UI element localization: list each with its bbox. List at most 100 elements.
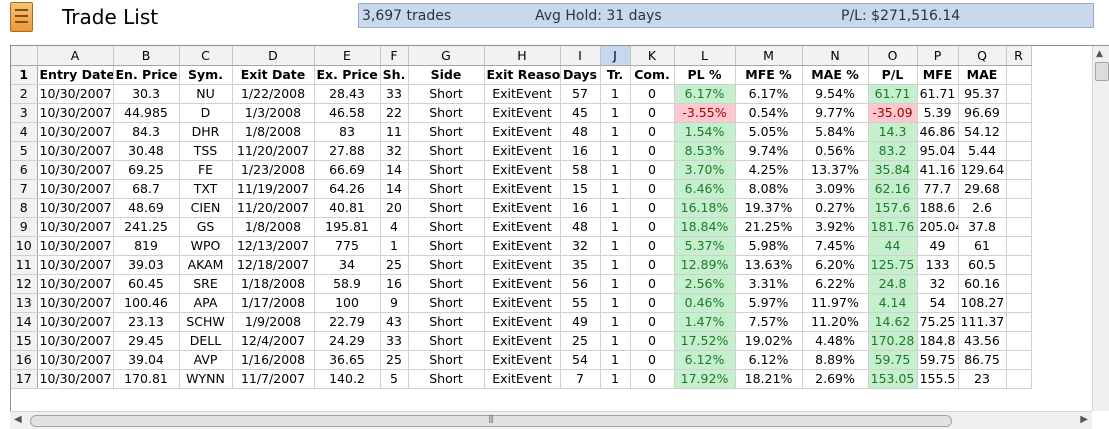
- table-cell[interactable]: SCHW: [179, 312, 233, 332]
- table-cell[interactable]: 10/30/2007: [37, 103, 114, 123]
- column-label[interactable]: P/L: [868, 65, 918, 85]
- table-row[interactable]: 6 10/30/2007 69.25 FE 1/23/2008 66.69 14 Short E…: [11, 160, 1032, 180]
- table-cell[interactable]: 49: [917, 236, 959, 256]
- table-cell[interactable]: 819: [113, 236, 180, 256]
- horizontal-scroll-thumb[interactable]: [30, 415, 952, 427]
- column-header-f[interactable]: F: [380, 46, 409, 66]
- table-row[interactable]: 9 10/30/2007 241.25 GS 1/8/2008 195.81 4 Short E…: [11, 217, 1032, 237]
- table-cell[interactable]: 1: [600, 369, 631, 389]
- table-cell[interactable]: 54: [560, 350, 601, 370]
- table-row[interactable]: 2 10/30/2007 30.3 NU 1/22/2008 28.43 33 Short Ex…: [11, 84, 1032, 104]
- column-label[interactable]: Com.: [630, 65, 675, 85]
- table-cell[interactable]: FE: [179, 160, 233, 180]
- table-cell[interactable]: 95.37: [958, 84, 1007, 104]
- table-cell[interactable]: 10/30/2007: [37, 179, 114, 199]
- table-cell[interactable]: 3.09%: [802, 179, 869, 199]
- table-row[interactable]: 14 10/30/2007 23.13 SCHW 1/9/2008 22.79 43 Shor…: [11, 312, 1032, 332]
- table-cell[interactable]: 181.76: [868, 217, 918, 237]
- table-cell[interactable]: 1: [600, 236, 631, 256]
- table-cell[interactable]: 1/22/2008: [232, 84, 315, 104]
- table-cell[interactable]: 46.86: [917, 122, 959, 142]
- table-cell[interactable]: 86.75: [958, 350, 1007, 370]
- table-cell[interactable]: 12.89%: [674, 255, 736, 275]
- column-header-i[interactable]: I: [560, 46, 601, 66]
- table-cell[interactable]: ExitEvent: [484, 312, 561, 332]
- table-cell[interactable]: 1: [600, 122, 631, 142]
- table-cell[interactable]: 0: [630, 217, 675, 237]
- table-cell[interactable]: ExitEvent: [484, 274, 561, 294]
- table-cell[interactable]: 22: [380, 103, 409, 123]
- table-cell[interactable]: DHR: [179, 122, 233, 142]
- row-number[interactable]: 7: [11, 179, 38, 199]
- table-cell[interactable]: 1/23/2008: [232, 160, 315, 180]
- table-cell[interactable]: D: [179, 103, 233, 123]
- table-cell[interactable]: 21.25%: [735, 217, 803, 237]
- column-label[interactable]: MAE %: [802, 65, 869, 85]
- table-cell[interactable]: 59.75: [917, 350, 959, 370]
- table-cell[interactable]: Short: [408, 274, 485, 294]
- column-label[interactable]: En. Price: [113, 65, 180, 85]
- table-cell[interactable]: 33: [380, 84, 409, 104]
- table-cell[interactable]: 10/30/2007: [37, 198, 114, 218]
- table-cell[interactable]: 18.21%: [735, 369, 803, 389]
- table-cell[interactable]: 5.98%: [735, 236, 803, 256]
- column-label[interactable]: Tr.: [600, 65, 631, 85]
- table-cell[interactable]: 10/30/2007: [37, 217, 114, 237]
- table-cell[interactable]: Short: [408, 179, 485, 199]
- table-cell[interactable]: 40.81: [314, 198, 381, 218]
- table-cell[interactable]: 5.44: [958, 141, 1007, 161]
- table-cell[interactable]: 60.16: [958, 274, 1007, 294]
- row-number[interactable]: 4: [11, 122, 38, 142]
- table-cell[interactable]: 0: [630, 179, 675, 199]
- table-cell[interactable]: Short: [408, 236, 485, 256]
- table-cell[interactable]: 100: [314, 293, 381, 313]
- table-cell[interactable]: GS: [179, 217, 233, 237]
- row-number[interactable]: 11: [11, 255, 38, 275]
- table-cell[interactable]: 14.62: [868, 312, 918, 332]
- table-cell[interactable]: 48: [560, 122, 601, 142]
- row-number[interactable]: 1: [11, 65, 38, 85]
- table-cell[interactable]: 23.13: [113, 312, 180, 332]
- table-cell[interactable]: 0: [630, 350, 675, 370]
- column-label[interactable]: MAE: [958, 65, 1007, 85]
- table-cell[interactable]: 3.92%: [802, 217, 869, 237]
- table-cell[interactable]: 41.16: [917, 160, 959, 180]
- table-cell[interactable]: ExitEvent: [484, 331, 561, 351]
- table-row[interactable]: 10 10/30/2007 819 WPO 12/13/2007 775 1 Short Exi…: [11, 236, 1032, 256]
- table-row[interactable]: 4 10/30/2007 84.3 DHR 1/8/2008 83 11 Short ExitE…: [11, 122, 1032, 142]
- table-cell[interactable]: 14.3: [868, 122, 918, 142]
- table-cell[interactable]: ExitEvent: [484, 293, 561, 313]
- row-number[interactable]: 8: [11, 198, 38, 218]
- table-cell[interactable]: 11/20/2007: [232, 141, 315, 161]
- table-cell[interactable]: ExitEvent: [484, 198, 561, 218]
- table-cell[interactable]: 1/18/2008: [232, 274, 315, 294]
- table-cell[interactable]: 14: [380, 179, 409, 199]
- table-cell[interactable]: 1: [600, 350, 631, 370]
- table-cell[interactable]: 1: [600, 141, 631, 161]
- table-cell[interactable]: 44: [868, 236, 918, 256]
- table-cell[interactable]: 10/30/2007: [37, 141, 114, 161]
- table-cell[interactable]: 184.8: [917, 331, 959, 351]
- table-cell[interactable]: 5.37%: [674, 236, 736, 256]
- table-cell[interactable]: 5: [380, 369, 409, 389]
- table-cell[interactable]: Short: [408, 255, 485, 275]
- table-cell[interactable]: 0.56%: [802, 141, 869, 161]
- table-cell[interactable]: 10/30/2007: [37, 331, 114, 351]
- table-cell[interactable]: 0: [630, 198, 675, 218]
- table-cell[interactable]: 19.02%: [735, 331, 803, 351]
- table-cell[interactable]: AVP: [179, 350, 233, 370]
- column-header-o[interactable]: O: [868, 46, 918, 66]
- column-label[interactable]: Exit Date: [232, 65, 315, 85]
- table-cell[interactable]: -35.09: [868, 103, 918, 123]
- table-cell[interactable]: 62.16: [868, 179, 918, 199]
- column-label[interactable]: MFE: [917, 65, 959, 85]
- table-row[interactable]: 12 10/30/2007 60.45 SRE 1/18/2008 58.9 16 Short…: [11, 274, 1032, 294]
- table-cell[interactable]: 28.43: [314, 84, 381, 104]
- table-cell[interactable]: 17.92%: [674, 369, 736, 389]
- table-cell[interactable]: Short: [408, 198, 485, 218]
- table-cell[interactable]: 43: [380, 312, 409, 332]
- table-cell[interactable]: 5.97%: [735, 293, 803, 313]
- table-cell[interactable]: 2.56%: [674, 274, 736, 294]
- table-cell[interactable]: 56: [560, 274, 601, 294]
